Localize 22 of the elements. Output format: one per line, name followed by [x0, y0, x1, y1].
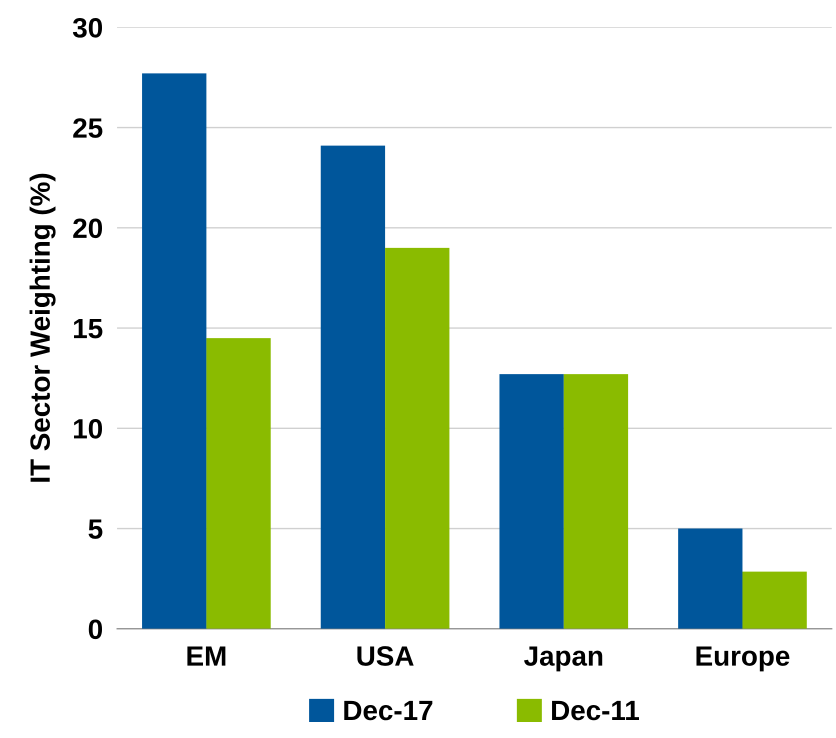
x-tick-label: Japan — [524, 646, 602, 672]
bar — [564, 374, 628, 629]
y-axis-title: IT Sector Weighting (%) — [30, 174, 56, 482]
y-tick-label: 15 — [74, 318, 102, 338]
y-tick-label: 5 — [88, 519, 102, 539]
x-tick-label: USA — [357, 646, 414, 666]
y-tick-label: 10 — [74, 418, 102, 439]
x-tick-label: EM — [187, 646, 226, 666]
bar — [206, 338, 271, 629]
legend-label: Dec-11 — [552, 700, 639, 720]
bar — [678, 528, 742, 629]
bar — [142, 73, 206, 629]
bar — [499, 374, 564, 629]
legend-label: Dec-17 — [344, 700, 432, 720]
y-tick-label: 0 — [88, 619, 102, 640]
bar — [385, 248, 450, 629]
bar — [742, 572, 807, 629]
y-tick-label: 30 — [72, 18, 102, 38]
x-tick-label: Europe — [696, 646, 790, 672]
bar — [320, 146, 386, 629]
y-tick-label: 20 — [73, 218, 102, 238]
y-tick-label: 25 — [73, 118, 102, 138]
